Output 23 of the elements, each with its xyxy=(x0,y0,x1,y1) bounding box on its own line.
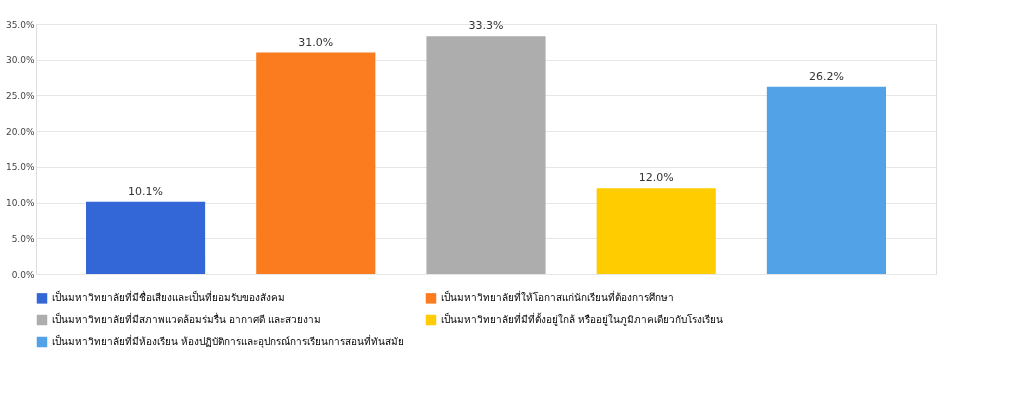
legend-label: เป็นมหาวิทยาลัยที่มีชื่อเสียงและเป็นที่ยอมรับของสังคม xyxy=(52,290,285,304)
bar xyxy=(766,86,886,274)
y-tick-label: 20.0% xyxy=(5,126,35,137)
y-tick-label: 35.0% xyxy=(5,19,35,30)
y-tick-label: 25.0% xyxy=(5,90,35,101)
legend-label: เป็นมหาวิทยาลัยที่ให้โอกาสแก่นักเรียนที่ต้องการศึกษา xyxy=(441,290,674,304)
bar xyxy=(426,36,546,274)
data-label: 33.3% xyxy=(468,19,504,33)
y-tick-label: 30.0% xyxy=(5,55,35,66)
y-tick-label: 15.0% xyxy=(5,162,35,173)
data-label: 10.1% xyxy=(128,184,164,198)
y-tick-label: 0.0% xyxy=(11,269,35,280)
legend-label: เป็นมหาวิทยาลัยที่มีห้องเรียน ห้องปฏิบัติการและอุปกรณ์การเรียนการสอนที่ทันสมัย xyxy=(52,334,405,348)
legend-label: เป็นมหาวิทยาลัยที่มีที่ตั้งอยู่ใกล้ หรืออยู่ในภูมิภาคเดียวกับโรงเรียน xyxy=(441,312,724,326)
bar xyxy=(596,188,716,274)
data-label: 26.2% xyxy=(808,69,844,83)
legend-label: เป็นมหาวิทยาลัยที่มีสภาพแวดล้อมร่มรื่น อากาศดี และสวยงาม xyxy=(52,312,322,325)
y-tick-label: 10.0% xyxy=(5,198,35,209)
data-label: 12.0% xyxy=(638,171,674,185)
bar xyxy=(86,201,206,274)
y-tick-label: 5.0% xyxy=(11,233,35,244)
bar xyxy=(256,52,376,274)
data-label: 31.0% xyxy=(298,35,334,49)
